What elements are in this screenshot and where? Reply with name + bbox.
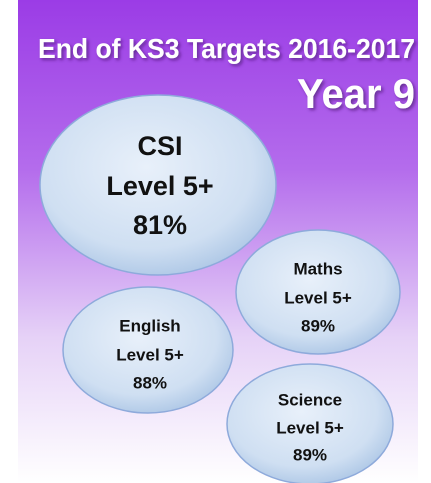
bubble-shape [39,94,277,276]
subject: Maths [293,259,342,278]
bubble-maths: Maths Level 5+ 89% [235,229,401,355]
bubble-csi: CSI Level 5+ 81% [39,94,277,276]
level: Level 5+ [284,288,352,307]
subject: Science [278,390,342,409]
level: Level 5+ [106,171,213,201]
target: 81% [133,210,187,240]
level: Level 5+ [276,418,344,437]
level: Level 5+ [116,345,184,364]
bubble-science: Science Level 5+ 89% [226,363,394,483]
subtitle: Year 9 [297,70,415,117]
bubble-shape [235,229,401,355]
target: 89% [293,445,327,464]
subject: CSI [137,131,182,161]
target: 88% [133,373,167,392]
title: End of KS3 Targets 2016-2017 [38,33,415,64]
subject: English [119,316,180,335]
bubble-shape [226,363,394,483]
target: 89% [301,316,335,335]
bubble-shape [62,286,234,414]
bubble-english: English Level 5+ 88% [62,286,234,414]
